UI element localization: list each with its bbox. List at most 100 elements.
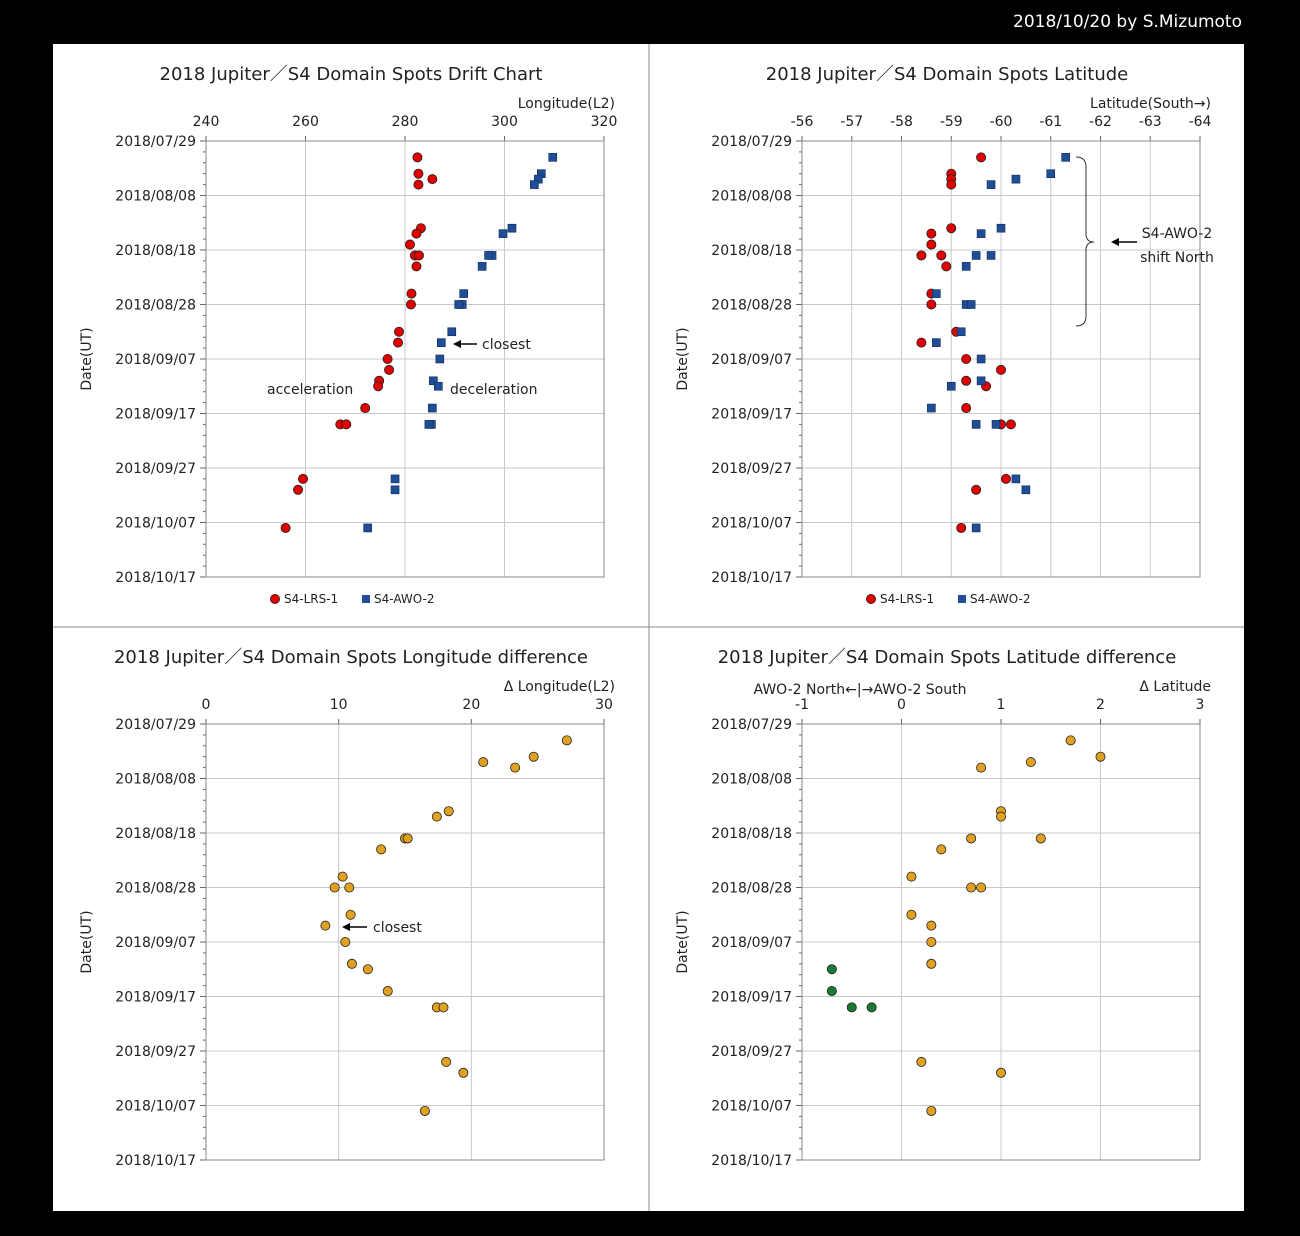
data-point bbox=[932, 289, 941, 298]
data-point bbox=[846, 1002, 857, 1013]
data-point bbox=[1011, 174, 1021, 184]
legend-label: S4-LRS-1 bbox=[284, 592, 338, 606]
x-axis-label: Longitude(L2) bbox=[518, 96, 615, 112]
data-point bbox=[991, 420, 1001, 429]
data-point bbox=[413, 168, 424, 179]
data-point bbox=[1005, 419, 1016, 430]
x-axis-label: Latitude(South→) bbox=[1090, 96, 1211, 112]
x-tick-label: 10 bbox=[330, 697, 348, 713]
data-point bbox=[906, 871, 917, 882]
data-point bbox=[961, 403, 972, 414]
y-axis-label: Date(UT) bbox=[79, 910, 95, 973]
chart-londiff: 2018 Jupiter／S4 Domain Spots Longitude d… bbox=[79, 647, 615, 1169]
y-tick-label: 2018/10/17 bbox=[711, 1153, 792, 1169]
data-point bbox=[402, 833, 413, 844]
data-point bbox=[927, 403, 936, 413]
chart-sheet: 2018 Jupiter／S4 Domain Spots Drift Chart… bbox=[53, 44, 1244, 1211]
data-point bbox=[971, 251, 981, 260]
x-tick-label: -60 bbox=[990, 114, 1013, 130]
data-point bbox=[926, 936, 937, 947]
data-point bbox=[946, 223, 957, 234]
chart-drift: 2018 Jupiter／S4 Domain Spots Drift Chart… bbox=[79, 64, 617, 606]
data-point bbox=[936, 250, 947, 261]
x-tick-label: 300 bbox=[491, 114, 518, 130]
y-tick-label: 2018/09/07 bbox=[711, 352, 792, 368]
data-point bbox=[394, 326, 405, 337]
data-point bbox=[976, 762, 987, 773]
data-point bbox=[548, 153, 558, 162]
data-point bbox=[1061, 153, 1070, 162]
y-tick-label: 2018/08/28 bbox=[711, 298, 792, 314]
data-point bbox=[429, 376, 438, 386]
y-tick-label: 2018/09/17 bbox=[711, 990, 792, 1006]
data-point bbox=[360, 403, 371, 414]
data-point bbox=[976, 882, 987, 893]
y-tick-label: 2018/09/17 bbox=[115, 990, 196, 1006]
data-point bbox=[458, 1067, 469, 1078]
data-point bbox=[384, 364, 395, 375]
data-point bbox=[966, 833, 977, 844]
data-point bbox=[434, 381, 443, 391]
x-tick-label: -1 bbox=[795, 697, 809, 713]
arrowhead bbox=[1111, 238, 1119, 246]
data-point bbox=[443, 806, 454, 817]
data-point bbox=[961, 375, 972, 386]
chart-title: 2018 Jupiter／S4 Domain Spots Latitude bbox=[766, 64, 1128, 85]
data-point bbox=[971, 523, 981, 533]
data-point bbox=[404, 239, 415, 250]
data-point bbox=[346, 958, 357, 969]
y-tick-label: 2018/08/28 bbox=[115, 881, 196, 897]
data-point bbox=[390, 474, 400, 484]
x-axis-label: Δ Longitude(L2) bbox=[504, 679, 615, 695]
data-point bbox=[406, 288, 417, 299]
x-tick-label: 2 bbox=[1096, 697, 1105, 713]
x-tick-label: 240 bbox=[193, 114, 220, 130]
data-point bbox=[961, 353, 972, 364]
annotation-closest: closest bbox=[373, 920, 422, 936]
x-tick-label: 0 bbox=[897, 697, 906, 713]
data-point bbox=[956, 522, 967, 533]
plot-frame bbox=[801, 140, 1201, 578]
x-tick-label: -56 bbox=[791, 114, 814, 130]
x-tick-label: -64 bbox=[1189, 114, 1212, 130]
data-point bbox=[478, 757, 489, 768]
annotation-closest: closest bbox=[482, 337, 531, 353]
annotation-acceleration: acceleration bbox=[267, 382, 353, 398]
y-tick-label: 2018/07/29 bbox=[711, 717, 792, 733]
y-tick-label: 2018/09/07 bbox=[115, 352, 196, 368]
data-point bbox=[1095, 751, 1106, 762]
data-point bbox=[916, 250, 927, 261]
data-point bbox=[971, 484, 982, 495]
data-point bbox=[826, 986, 837, 997]
data-point bbox=[438, 1002, 449, 1013]
data-point bbox=[995, 364, 1006, 375]
arrowhead bbox=[453, 340, 461, 348]
data-point bbox=[1025, 757, 1036, 768]
legend-label: S4-LRS-1 bbox=[880, 592, 934, 606]
data-point bbox=[976, 376, 986, 386]
data-point bbox=[393, 337, 404, 348]
chart-latdiff: 2018 Jupiter／S4 Domain Spots Latitude di… bbox=[675, 647, 1211, 1169]
plot-frame bbox=[205, 723, 605, 1161]
plot-frame bbox=[801, 723, 1201, 1161]
legend-label: S4-AWO-2 bbox=[374, 592, 434, 606]
legend-marker bbox=[269, 594, 280, 605]
y-tick-label: 2018/08/28 bbox=[115, 298, 196, 314]
y-tick-label: 2018/08/08 bbox=[115, 772, 196, 788]
data-point bbox=[405, 299, 416, 310]
data-point bbox=[411, 261, 422, 272]
data-point bbox=[936, 844, 947, 855]
y-axis-label: Date(UT) bbox=[79, 327, 95, 390]
data-point bbox=[528, 751, 539, 762]
y-tick-label: 2018/10/17 bbox=[115, 1153, 196, 1169]
data-point bbox=[906, 909, 917, 920]
data-point bbox=[382, 986, 393, 997]
x-tick-label: -61 bbox=[1039, 114, 1062, 130]
y-tick-label: 2018/07/29 bbox=[711, 134, 792, 150]
data-point bbox=[390, 485, 400, 495]
legend-marker bbox=[362, 595, 370, 603]
y-tick-label: 2018/08/28 bbox=[711, 881, 792, 897]
data-point bbox=[996, 223, 1006, 233]
data-point bbox=[337, 871, 348, 882]
data-point bbox=[966, 882, 977, 893]
